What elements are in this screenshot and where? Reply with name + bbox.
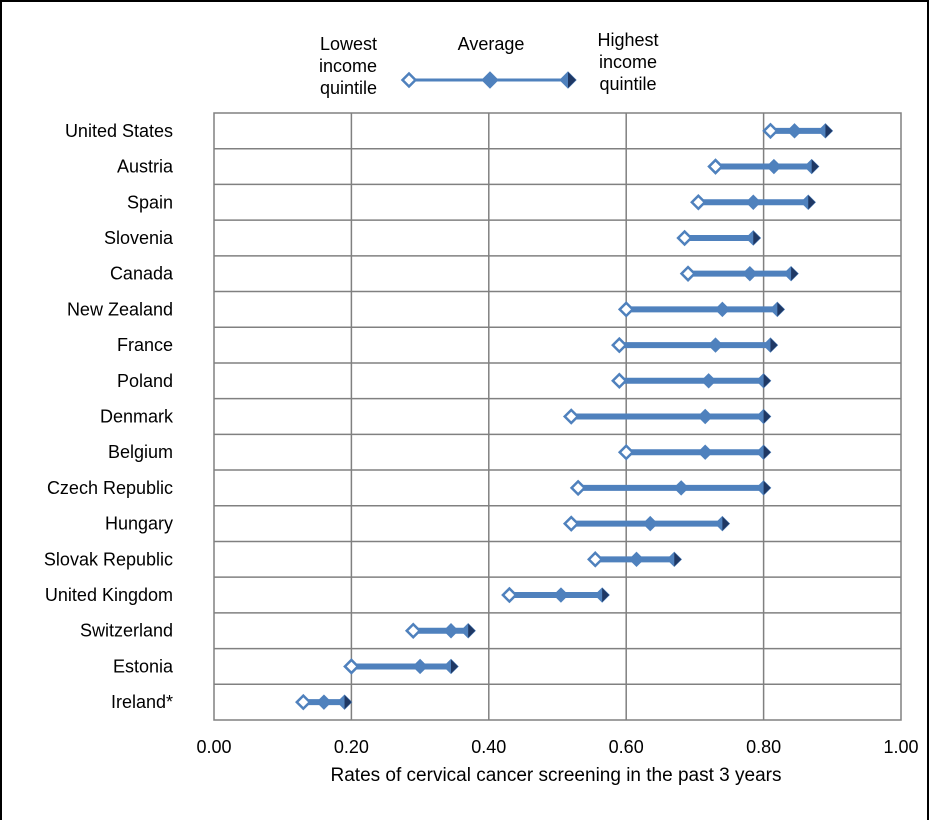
legend-low-label: quintile <box>320 78 377 98</box>
low-quintile-marker <box>611 336 628 354</box>
high-quintile-marker-shade <box>763 409 771 424</box>
low-quintile-marker <box>617 443 635 461</box>
category-label: Slovenia <box>104 228 174 248</box>
high-quintile-marker-shade <box>451 659 459 674</box>
high-quintile-marker-shade <box>791 266 799 281</box>
category-label: United States <box>65 121 173 141</box>
category-label: Estonia <box>113 656 174 676</box>
legend-high-label: quintile <box>599 74 656 94</box>
average-marker <box>742 265 758 282</box>
average-marker <box>707 337 724 353</box>
low-quintile-marker <box>679 265 697 282</box>
x-tick-label: 0.60 <box>609 737 644 757</box>
category-label: Austria <box>117 157 174 177</box>
chart-marks <box>295 122 834 711</box>
category-label: New Zealand <box>67 299 173 319</box>
plot-area <box>213 112 902 721</box>
average-marker <box>786 123 803 139</box>
high-quintile-marker-shade <box>763 373 771 388</box>
high-quintile-marker-shade <box>808 195 816 210</box>
category-label: Switzerland <box>80 621 173 641</box>
low-quintile-marker <box>501 586 518 604</box>
low-quintile-marker <box>690 193 707 211</box>
category-label: Czech Republic <box>47 478 173 498</box>
category-label: Slovak Republic <box>44 549 173 569</box>
low-quintile-marker <box>569 479 587 497</box>
high-quintile-marker-shade <box>468 623 476 638</box>
average-marker <box>714 301 731 318</box>
low-quintile-marker <box>611 372 628 390</box>
low-quintile-marker <box>404 622 422 640</box>
average-marker <box>673 480 689 496</box>
category-label: Poland <box>117 371 173 391</box>
high-quintile-marker-shade <box>811 159 819 174</box>
average-marker <box>700 373 717 389</box>
high-quintile-marker-shade <box>674 552 682 567</box>
legend-high-label: Highest <box>597 30 658 50</box>
high-quintile-marker-shade <box>753 230 761 245</box>
low-quintile-marker <box>676 229 693 247</box>
high-quintile-marker-shade <box>777 302 785 317</box>
average-marker <box>316 694 332 710</box>
low-quintile-marker <box>562 515 580 532</box>
average-marker <box>412 658 428 675</box>
low-quintile-marker <box>707 158 724 175</box>
legend-low-marker <box>400 71 418 89</box>
category-label: Denmark <box>100 407 174 427</box>
high-quintile-marker-shade <box>825 123 833 138</box>
x-tick-labels: 0.00 0.20 0.40 0.60 0.80 1.00 <box>196 737 918 757</box>
category-label: Belgium <box>108 442 173 462</box>
average-marker <box>697 444 713 460</box>
average-marker <box>553 587 569 603</box>
category-label: United Kingdom <box>45 585 173 605</box>
high-quintile-marker-shade <box>763 445 771 460</box>
average-marker <box>697 408 713 425</box>
average-marker <box>628 551 645 568</box>
low-quintile-marker <box>587 551 604 568</box>
average-marker <box>443 623 459 639</box>
legend-low-label: Lowest <box>320 34 377 54</box>
high-quintile-marker-shade <box>344 695 352 710</box>
x-axis-label: Rates of cervical cancer screening in th… <box>331 765 782 786</box>
average-marker <box>766 158 782 175</box>
x-tick-label: 0.40 <box>471 737 506 757</box>
average-marker <box>745 194 762 210</box>
category-label: Spain <box>127 192 173 212</box>
legend-average-label: Average <box>458 34 525 54</box>
category-label: Canada <box>110 264 174 284</box>
category-label: Ireland* <box>111 692 173 712</box>
x-tick-label: 0.00 <box>196 737 231 757</box>
legend-high-label: income <box>599 52 657 72</box>
category-label: France <box>117 335 173 355</box>
legend-high-marker-shade <box>568 72 576 88</box>
x-tick-label: 0.20 <box>334 737 369 757</box>
low-quintile-marker <box>343 658 360 675</box>
x-tick-label: 1.00 <box>883 737 918 757</box>
category-labels: United States Austria Spain Slovenia Canada N… <box>44 121 174 712</box>
low-quintile-marker <box>617 301 635 318</box>
high-quintile-marker-shade <box>770 338 778 353</box>
average-marker <box>642 515 658 532</box>
legend-low-label: income <box>319 56 377 76</box>
high-quintile-marker-shade <box>763 480 771 495</box>
high-quintile-marker-shade <box>722 516 730 531</box>
legend-average-marker <box>481 71 499 89</box>
category-label: Hungary <box>105 514 173 534</box>
plot-border <box>213 112 902 721</box>
high-quintile-marker-shade <box>602 588 610 603</box>
low-quintile-marker <box>762 122 779 140</box>
x-tick-label: 0.80 <box>746 737 781 757</box>
low-quintile-marker <box>562 408 580 425</box>
low-quintile-marker <box>295 693 312 711</box>
